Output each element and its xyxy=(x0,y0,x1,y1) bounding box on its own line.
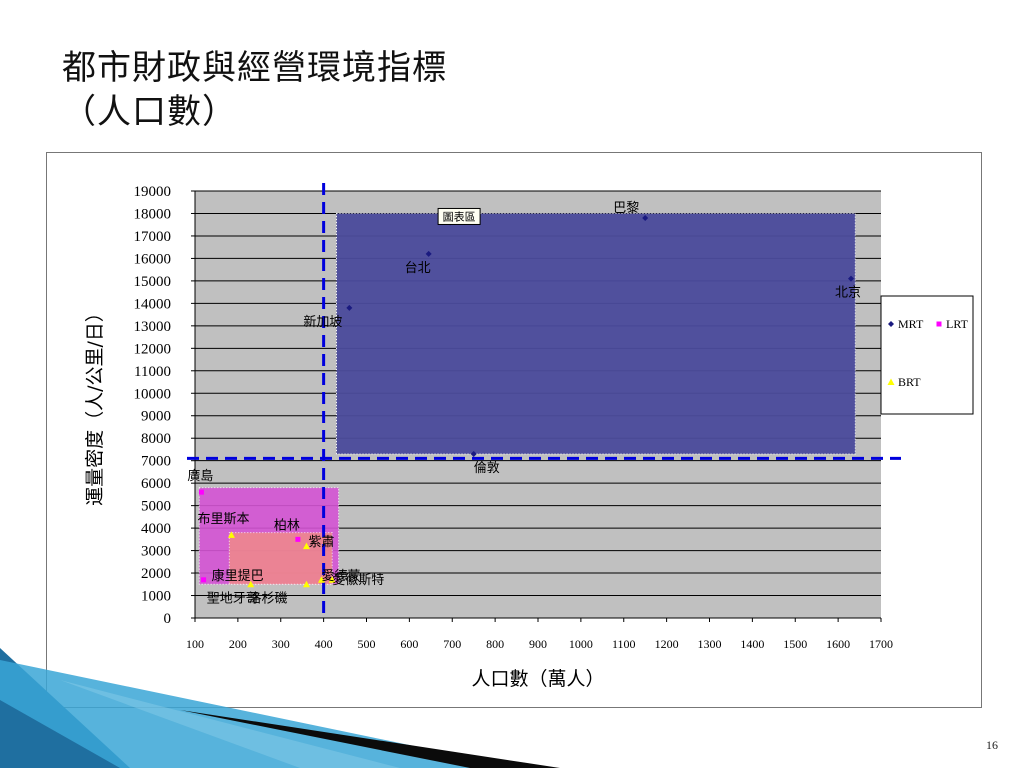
x-tick-label: 1600 xyxy=(826,637,850,651)
data-label: 巴黎 xyxy=(613,201,639,216)
data-point-lrt xyxy=(201,577,207,583)
x-tick-label: 800 xyxy=(486,637,504,651)
x-tick-label: 200 xyxy=(229,637,247,651)
y-tick-label: 3000 xyxy=(141,544,171,560)
slide-title: 都市財政與經營環境指標 （人口數） xyxy=(62,46,447,134)
data-point-brt xyxy=(227,531,235,538)
x-tick-label: 500 xyxy=(358,637,376,651)
y-tick-label: 19000 xyxy=(134,184,172,200)
y-tick-label: 12000 xyxy=(134,341,172,357)
data-label: 康里提巴 xyxy=(212,568,264,584)
data-point-brt xyxy=(302,542,310,550)
data-label: 愛德蒙 xyxy=(321,569,360,584)
x-tick-label: 600 xyxy=(400,637,418,651)
data-point-brt xyxy=(247,580,255,588)
x-tick-label: 100 xyxy=(186,637,204,651)
legend-label: MRT xyxy=(898,317,924,331)
x-tick-label: 900 xyxy=(529,637,547,651)
slide-title-line2: （人口數） xyxy=(62,92,237,132)
data-label: 紫肅 xyxy=(308,534,334,550)
x-tick-label: 400 xyxy=(315,637,333,651)
footer-decoration xyxy=(0,648,560,768)
y-tick-label: 2000 xyxy=(141,566,171,582)
data-point-mrt xyxy=(346,304,353,311)
y-tick-label: 6000 xyxy=(141,476,171,492)
y-tick-label: 4000 xyxy=(141,521,171,537)
x-tick-label: 1200 xyxy=(655,637,679,651)
data-label: 愛徽斯特 xyxy=(332,573,384,588)
y-tick-label: 16000 xyxy=(134,251,172,267)
legend-label: BRT xyxy=(898,375,921,389)
y-tick-label: 10000 xyxy=(134,386,172,402)
y-tick-label: 8000 xyxy=(141,431,171,447)
data-point-brt xyxy=(302,580,310,588)
x-axis-title: 人口數（萬人） xyxy=(471,668,604,690)
chart-area[interactable]: 0 1000 2000 3000 4000 5000 6000 7000 8000 9000 100… xyxy=(46,152,982,708)
data-label: 台北 xyxy=(405,261,431,276)
y-tick-label: 5000 xyxy=(141,499,171,515)
data-point-mrt xyxy=(847,275,854,282)
data-label: 廣島 xyxy=(187,469,213,484)
tooltip-box xyxy=(437,207,481,225)
y-tick-label: 7000 xyxy=(141,454,171,470)
zone-brt xyxy=(228,532,333,585)
y-tick-label: 17000 xyxy=(134,229,172,245)
legend-marker-brt xyxy=(887,378,895,385)
data-label: 布里斯本 xyxy=(197,512,249,527)
x-tick-label: 1000 xyxy=(569,637,593,651)
data-label: 新加坡 xyxy=(303,314,342,330)
x-tick-label: 1300 xyxy=(698,637,722,651)
x-tick-label: 300 xyxy=(272,637,290,651)
x-tick-label: 700 xyxy=(443,637,461,651)
data-label: 北京 xyxy=(835,286,861,301)
page-number: 16 xyxy=(986,738,998,752)
slide-title-line1: 都市財政與經營環境指標 xyxy=(62,48,447,88)
y-tick-label: 14000 xyxy=(134,296,172,312)
data-point-mrt xyxy=(425,250,432,257)
legend-label: LRT xyxy=(946,317,969,331)
x-tick-label: 1100 xyxy=(612,637,636,651)
legend-marker-mrt xyxy=(888,321,894,327)
legend xyxy=(880,295,974,415)
y-tick-label: 13000 xyxy=(134,319,172,335)
y-tick-label: 15000 xyxy=(134,274,172,290)
zone-mrt xyxy=(335,212,856,455)
data-point-brt xyxy=(317,576,325,583)
data-point-brt xyxy=(328,576,336,583)
x-tick-label: 1400 xyxy=(740,637,764,651)
data-point-mrt xyxy=(642,214,649,221)
tooltip-label: 圖表區 xyxy=(443,209,476,223)
y-tick-label: 11000 xyxy=(134,364,171,380)
y-tick-label: 1000 xyxy=(141,589,171,605)
y-tick-label: 0 xyxy=(164,611,172,627)
scatter-chart: 0 1000 2000 3000 4000 5000 6000 7000 8000 9000 100… xyxy=(84,183,974,690)
data-label: 洛杉磯 xyxy=(248,591,287,606)
data-point-lrt xyxy=(198,489,204,495)
data-label: 柏林 xyxy=(274,518,300,533)
y-tick-label: 9000 xyxy=(141,409,171,425)
legend-marker-lrt xyxy=(936,321,942,327)
data-label: 聖地牙哥 xyxy=(207,591,259,606)
data-point-lrt xyxy=(295,536,301,542)
data-point-mrt xyxy=(470,450,477,457)
x-tick-label: 1700 xyxy=(869,637,893,651)
y-axis-title: 運量密度（人/公里/日） xyxy=(84,303,106,506)
y-tick-label: 18000 xyxy=(134,206,172,222)
data-label: 倫敦 xyxy=(474,460,500,476)
x-tick-label: 1500 xyxy=(783,637,807,651)
